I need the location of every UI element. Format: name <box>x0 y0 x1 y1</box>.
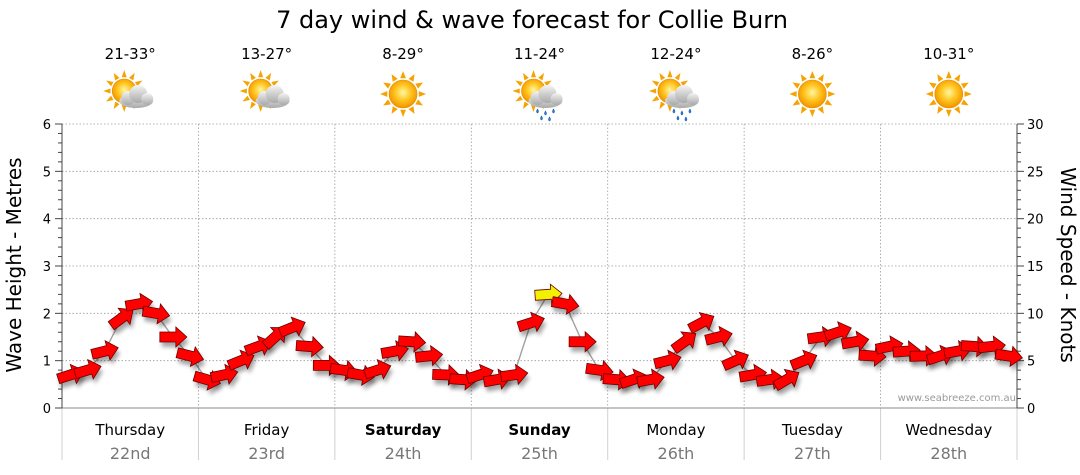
day-date: 26th <box>658 444 695 463</box>
wind-arrow <box>295 335 324 358</box>
chart-title: 7 day wind & wave forecast for Collie Bu… <box>276 6 788 34</box>
day-name: Saturday <box>365 421 442 439</box>
day-date: 27th <box>794 444 831 463</box>
wind-arrow <box>721 349 749 372</box>
wave-height-path <box>70 293 1009 381</box>
wind-arrow <box>397 331 427 353</box>
wind-arrow <box>653 349 682 371</box>
day-name: Monday <box>646 421 705 439</box>
partly-cloudy-icon <box>103 70 154 112</box>
watermark: www.seabreeze.com.au <box>898 393 1016 404</box>
wind-arrows <box>56 283 1023 391</box>
day-labels: Thursday 22nd Friday 23rd Saturday 24th Sunday… <box>94 421 992 463</box>
wave-height-line <box>70 293 1009 381</box>
day-date: 24th <box>385 444 422 463</box>
temperature-range: 8-29° <box>382 45 424 63</box>
wind-arrow <box>414 344 444 367</box>
day-date: 25th <box>521 444 558 463</box>
wind-arrow <box>636 368 665 390</box>
day-name: Sunday <box>508 421 571 439</box>
wind-arrow <box>823 321 852 342</box>
wind-arrow <box>516 311 545 333</box>
right-tick-label: 20 <box>1027 213 1044 228</box>
wind-arrow <box>90 339 119 362</box>
wind-arrow <box>175 345 205 368</box>
temperature-range: 8-26° <box>792 45 834 63</box>
left-axis-title: Wave Height - Metres <box>2 157 26 372</box>
showers-icon <box>512 70 563 122</box>
left-tick-label: 2 <box>43 307 51 322</box>
day-name: Tuesday <box>781 421 843 439</box>
day-date: 28th <box>930 444 967 463</box>
left-tick-label: 5 <box>43 165 51 180</box>
wind-arrow <box>363 358 392 380</box>
left-tick-label: 6 <box>43 118 51 133</box>
wind-arrow <box>687 311 715 334</box>
wind-arrow <box>141 303 171 325</box>
right-tick-label: 5 <box>1027 355 1035 370</box>
right-tick-label: 15 <box>1027 260 1044 275</box>
wind-arrow <box>840 330 870 353</box>
temperature-range: 11-24° <box>514 45 565 63</box>
weather-icons <box>103 70 972 122</box>
wind-arrow <box>704 325 733 347</box>
right-tick-label: 30 <box>1027 118 1044 133</box>
left-tick-label: 3 <box>43 260 51 275</box>
wind-arrow <box>550 293 580 316</box>
wind-arrow <box>73 358 102 380</box>
day-name: Wednesday <box>905 421 992 439</box>
wind-arrow <box>107 307 134 331</box>
temperature-range: 10-31° <box>923 45 974 63</box>
gridlines <box>61 123 1018 460</box>
right-tick-label: 25 <box>1027 165 1044 180</box>
wind-arrow <box>670 331 697 354</box>
wind-arrow <box>499 363 529 386</box>
temperature-range: 12-24° <box>650 45 701 63</box>
right-axis-title: Wind Speed - Knots <box>1056 167 1080 363</box>
right-axis: 0 5 10 15 20 25 30 <box>1016 118 1044 417</box>
wind-arrow <box>568 330 597 353</box>
wind-arrow <box>772 368 800 391</box>
day-name: Thursday <box>94 421 165 439</box>
left-axis: 0 1 2 3 4 5 6 <box>43 118 63 417</box>
wind-arrow <box>277 316 306 338</box>
left-tick-label: 0 <box>43 402 51 417</box>
right-tick-label: 0 <box>1027 402 1035 417</box>
daily-temperatures: 21-33° 13-27° 8-29° 11-24° 12-24° 8-26° 10-31° <box>105 45 975 63</box>
left-tick-label: 4 <box>43 213 51 228</box>
temperature-range: 13-27° <box>241 45 292 63</box>
day-date: 23rd <box>248 444 285 463</box>
day-name: Friday <box>244 421 290 439</box>
showers-icon <box>648 70 699 122</box>
right-tick-label: 10 <box>1027 307 1044 322</box>
wind-arrow <box>159 326 188 348</box>
wind-arrow <box>994 345 1023 368</box>
day-date: 22nd <box>110 444 151 463</box>
wind-arrow <box>789 349 818 371</box>
sunny-icon <box>380 71 427 117</box>
left-tick-label: 1 <box>43 355 51 370</box>
sunny-icon <box>925 71 972 117</box>
temperature-range: 21-33° <box>105 45 156 63</box>
sunny-icon <box>789 71 836 117</box>
partly-cloudy-icon <box>239 70 290 112</box>
